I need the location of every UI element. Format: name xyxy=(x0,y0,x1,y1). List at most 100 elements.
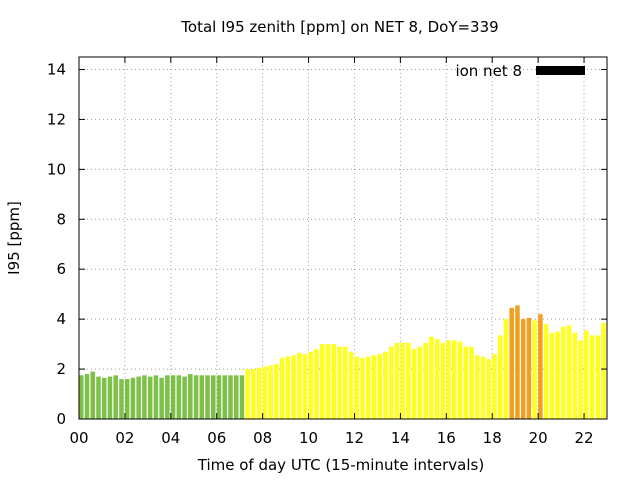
bar xyxy=(107,376,113,419)
bar xyxy=(549,332,555,419)
bar xyxy=(411,349,417,419)
bar xyxy=(142,375,147,419)
bar xyxy=(113,375,118,419)
bar xyxy=(515,305,520,419)
bar xyxy=(383,351,388,419)
bar xyxy=(406,342,411,419)
bar xyxy=(159,377,164,419)
bar xyxy=(601,322,606,419)
bar xyxy=(239,375,245,419)
bar xyxy=(520,319,526,419)
bar xyxy=(170,375,176,419)
bar xyxy=(136,376,141,419)
x-tick-label: 16 xyxy=(437,429,456,447)
bar xyxy=(475,355,480,419)
bar xyxy=(543,324,549,419)
bar xyxy=(245,369,250,419)
bar xyxy=(377,354,382,419)
bar xyxy=(84,374,90,419)
bar xyxy=(423,342,428,419)
x-tick-label: 18 xyxy=(483,429,502,447)
bar xyxy=(153,375,159,419)
bar xyxy=(256,367,262,419)
x-tick-label: 02 xyxy=(115,429,134,447)
bar xyxy=(365,356,371,419)
bar xyxy=(302,354,308,419)
bar xyxy=(90,371,96,419)
bar xyxy=(268,365,273,419)
bar xyxy=(503,319,509,419)
bar xyxy=(130,377,136,419)
bar xyxy=(457,341,463,419)
x-tick-label: 10 xyxy=(299,429,318,447)
x-tick-label: 14 xyxy=(391,429,410,447)
bar xyxy=(147,376,153,419)
bar xyxy=(538,314,543,419)
bar xyxy=(469,346,474,419)
x-axis-label: Time of day UTC (15-minute intervals) xyxy=(197,456,484,474)
bar xyxy=(434,339,440,419)
y-tick-label: 2 xyxy=(56,360,66,378)
grid xyxy=(79,57,607,419)
bar xyxy=(561,326,566,419)
y-tick-label: 6 xyxy=(56,260,66,278)
plot-frame xyxy=(78,56,608,420)
bar xyxy=(228,375,233,419)
bar xyxy=(497,335,503,419)
bar xyxy=(314,349,319,419)
bar xyxy=(285,356,291,419)
bar xyxy=(348,351,354,419)
bar xyxy=(337,346,342,419)
bar xyxy=(400,342,405,419)
bar xyxy=(262,366,268,419)
y-tick-label: 12 xyxy=(47,110,66,128)
bar xyxy=(96,376,101,419)
bar xyxy=(526,317,532,419)
bar xyxy=(101,377,107,419)
bar xyxy=(331,344,337,419)
y-tick-label: 0 xyxy=(56,410,66,428)
bar xyxy=(325,344,331,419)
bar xyxy=(193,375,199,419)
y-tick-label: 14 xyxy=(47,60,66,78)
bar xyxy=(532,320,537,419)
bar xyxy=(291,355,296,419)
bar xyxy=(578,340,583,419)
bar xyxy=(440,342,446,419)
bar xyxy=(509,307,514,419)
bar xyxy=(320,344,325,419)
bar xyxy=(417,346,423,419)
bar xyxy=(463,346,469,419)
bar xyxy=(124,379,130,419)
bar xyxy=(233,375,239,419)
legend-label: ion net 8 xyxy=(455,62,522,80)
bar xyxy=(119,379,124,419)
y-axis-label: I95 [ppm] xyxy=(5,201,23,275)
x-tick-label: 04 xyxy=(161,429,180,447)
bar xyxy=(492,354,497,419)
x-tick-label: 20 xyxy=(529,429,548,447)
bar xyxy=(429,336,434,419)
bar xyxy=(555,331,560,419)
x-tick-label: 22 xyxy=(574,429,593,447)
bar xyxy=(452,340,457,419)
bar xyxy=(79,375,84,419)
bar xyxy=(274,364,279,419)
bar xyxy=(394,342,400,419)
bar xyxy=(308,351,314,419)
bars xyxy=(79,305,606,419)
y-tick-label: 10 xyxy=(47,160,66,178)
legend-swatch xyxy=(536,66,585,75)
bar xyxy=(216,375,222,419)
bar xyxy=(360,357,365,419)
y-tick-label: 8 xyxy=(56,210,66,228)
bar xyxy=(595,335,601,419)
bar xyxy=(297,352,302,419)
bar xyxy=(279,357,285,419)
chart-title: Total I95 zenith [ppm] on NET 8, DoY=339 xyxy=(180,18,498,36)
bar xyxy=(486,359,492,419)
y-tick-label: 4 xyxy=(56,310,66,328)
x-tick-label: 12 xyxy=(345,429,364,447)
bar xyxy=(446,340,451,419)
